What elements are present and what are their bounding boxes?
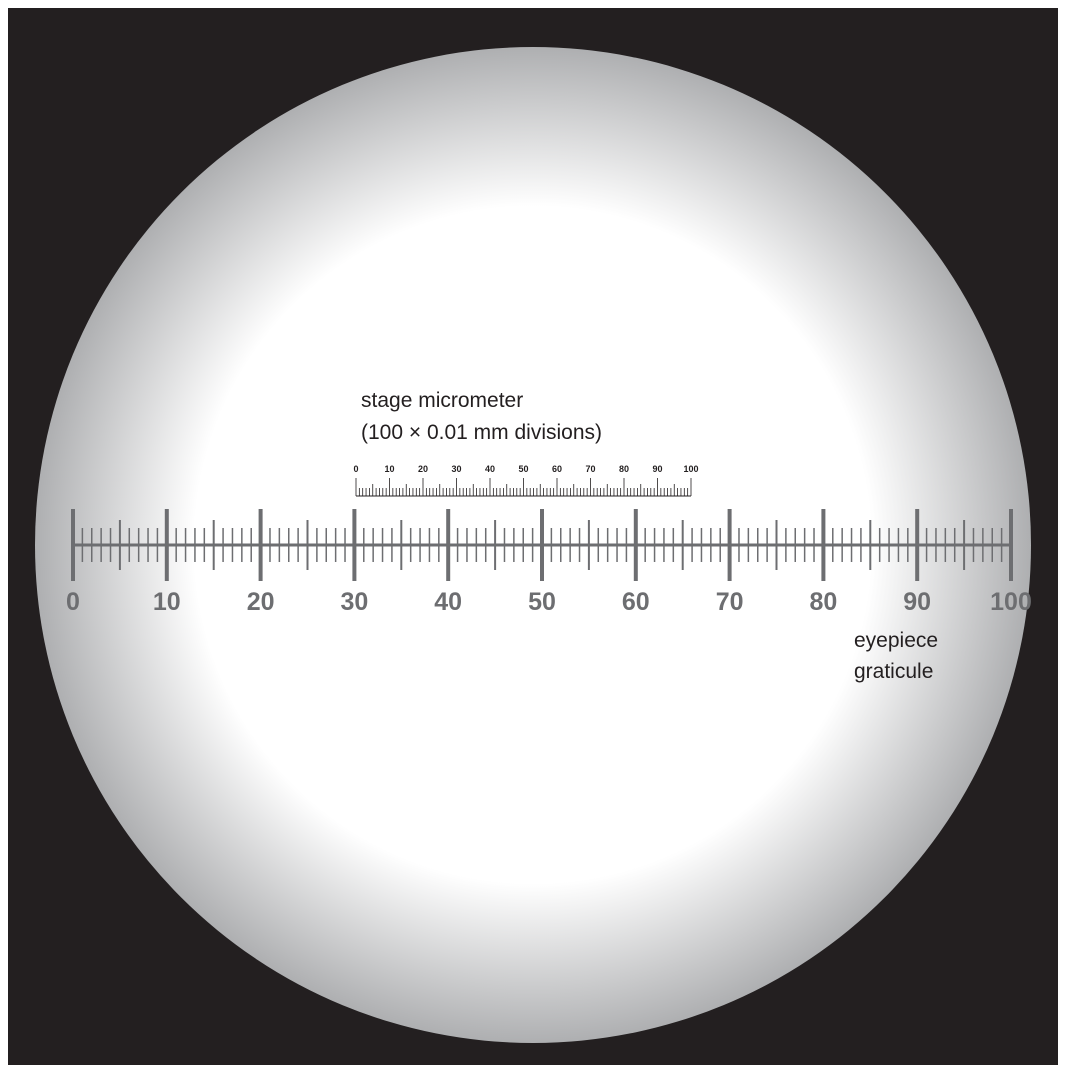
micrometer-tick-label: 50 (518, 464, 528, 474)
stage-micrometer-label-line2: (100 × 0.01 mm divisions) (361, 421, 602, 444)
graticule-tick-label: 90 (903, 588, 931, 616)
graticule-tick-label: 20 (247, 588, 275, 616)
graticule-tick-label: 40 (434, 588, 462, 616)
micrometer-tick-label: 70 (585, 464, 595, 474)
micrometer-tick-label: 20 (418, 464, 428, 474)
micrometer-ticks (355, 478, 692, 496)
graticule-tick-label: 100 (990, 588, 1032, 616)
stage-micrometer-label-line1: stage micrometer (361, 389, 523, 412)
micrometer-tick-label: 40 (485, 464, 495, 474)
graticule-tick-label: 10 (153, 588, 181, 616)
graticule-tick-label: 50 (528, 588, 556, 616)
graticule-tick-label: 70 (716, 588, 744, 616)
graticule-tick-label: 60 (622, 588, 650, 616)
micrometer-tick-label: 30 (451, 464, 461, 474)
micrometer-tick-label: 100 (683, 464, 698, 474)
micrometer-tick-labels: 0 10 20 30 40 50 60 70 80 90 100 (353, 464, 698, 474)
eyepiece-graticule-scale: 0 10 20 30 40 50 60 70 80 90 100 (66, 509, 1032, 616)
graticule-tick-label: 30 (340, 588, 368, 616)
eyepiece-graticule-label-line2: graticule (854, 660, 933, 683)
graticule-tick-labels: 0 10 20 30 40 50 60 70 80 90 100 (66, 588, 1032, 616)
micrometer-tick-label: 0 (353, 464, 358, 474)
micrometer-tick-label: 90 (652, 464, 662, 474)
graticule-ticks (71, 509, 1013, 581)
stage-micrometer-scale: 0 10 20 30 40 50 60 70 80 90 100 (353, 464, 699, 497)
micrometer-tick-label: 10 (384, 464, 394, 474)
eyepiece-graticule-label-line1: eyepiece (854, 629, 938, 652)
micrometer-tick-label: 60 (552, 464, 562, 474)
micrometer-tick-label: 80 (619, 464, 629, 474)
graticule-tick-label: 80 (809, 588, 837, 616)
graticule-tick-label: 0 (66, 588, 80, 616)
